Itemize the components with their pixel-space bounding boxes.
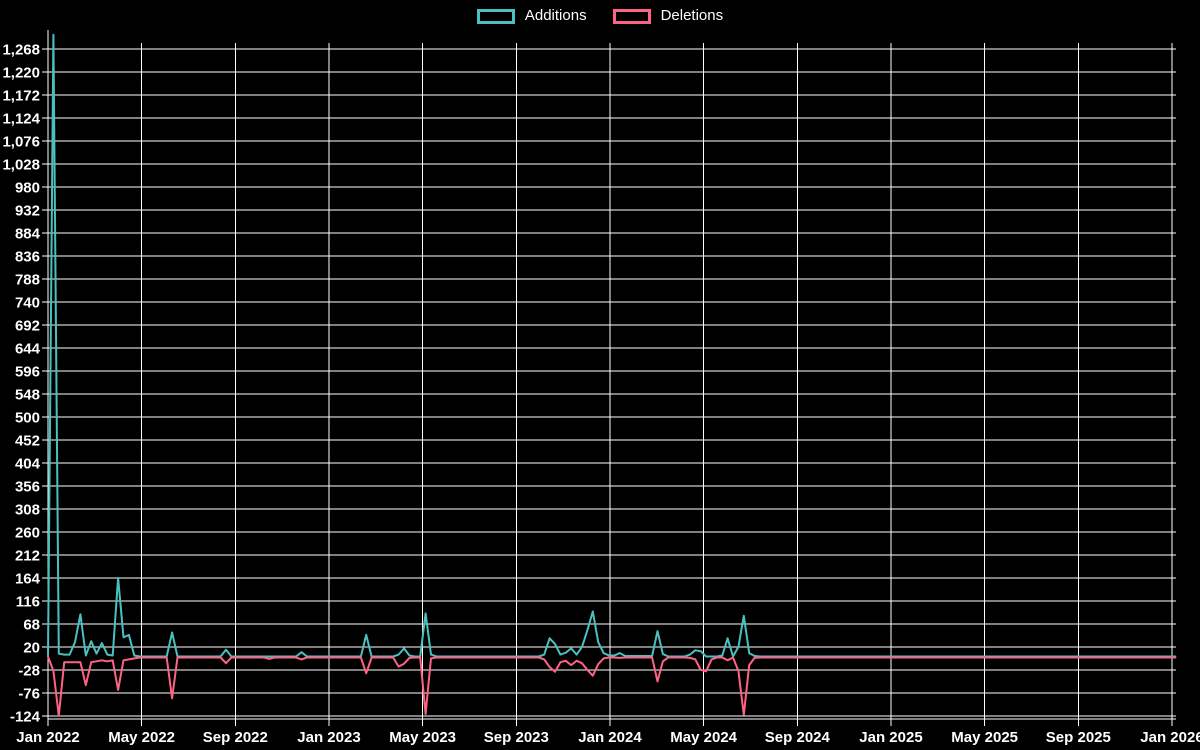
- y-tick-label: 68: [23, 616, 40, 633]
- deletions-line-series: [47, 655, 1177, 717]
- x-tick-label: May 2025: [951, 729, 1018, 746]
- deletions-swatch-icon: [612, 8, 651, 24]
- y-tick-label: 500: [15, 410, 40, 427]
- y-tick-label: 212: [15, 547, 40, 564]
- additions-swatch-icon: [476, 8, 515, 24]
- x-tick-label: Jan 2023: [297, 729, 360, 746]
- x-tick-label: Jan 2026: [1140, 729, 1200, 746]
- x-tick-label: Sep 2024: [765, 729, 831, 746]
- x-tick-label: Sep 2025: [1046, 729, 1111, 746]
- y-tick-label: 644: [15, 341, 41, 358]
- y-tick-label: 260: [15, 524, 40, 541]
- y-tick-label: 980: [15, 180, 40, 197]
- x-tick-label: May 2023: [389, 729, 456, 746]
- additions-legend-label: Additions: [524, 7, 587, 24]
- y-tick-label: 1,268: [2, 42, 40, 59]
- y-tick-label: 1,076: [2, 134, 40, 151]
- y-tick-label: 404: [15, 455, 41, 472]
- y-tick-label: 548: [15, 387, 40, 404]
- x-tick-label: Sep 2023: [484, 729, 549, 746]
- legend-item-deletions[interactable]: Deletions: [612, 6, 724, 26]
- x-tick-label: May 2022: [108, 729, 175, 746]
- y-tick-label: 116: [16, 593, 40, 610]
- y-tick-label: 164: [15, 570, 41, 587]
- gridlines: [42, 43, 1176, 726]
- y-tick-label: 692: [15, 318, 40, 335]
- y-tick-label: 1,124: [2, 111, 40, 128]
- y-tick-label: 596: [15, 364, 40, 381]
- y-tick-label: 356: [15, 478, 40, 495]
- x-tick-label: May 2024: [670, 729, 737, 746]
- y-tick-label: 740: [15, 295, 40, 312]
- legend-item-additions[interactable]: Additions: [476, 6, 587, 26]
- y-tick-label: 788: [15, 272, 40, 289]
- y-tick-label: 452: [15, 432, 40, 449]
- y-tick-label: 1,028: [2, 157, 40, 174]
- y-tick-label: 932: [15, 203, 40, 220]
- x-tick-label: Sep 2022: [203, 729, 268, 746]
- y-tick-label: 1,220: [2, 65, 40, 82]
- y-tick-label: -124: [10, 708, 41, 725]
- axis-labels: 1,268 1,220 1,172 1,124 1,076 1,028 980 932 884 8…: [2, 42, 1200, 746]
- y-tick-label: 20: [23, 639, 40, 656]
- y-tick-label: -76: [18, 685, 40, 702]
- y-tick-label: -28: [18, 662, 40, 679]
- y-tick-label: 308: [15, 501, 40, 518]
- x-tick-label: Jan 2022: [16, 729, 79, 746]
- y-tick-label: 1,172: [2, 88, 40, 105]
- additions-line-series: [47, 33, 1177, 658]
- x-tick-label: Jan 2024: [578, 729, 642, 746]
- x-tick-label: Jan 2025: [859, 729, 922, 746]
- y-tick-label: 836: [15, 249, 40, 266]
- y-tick-label: 884: [15, 226, 41, 243]
- deletions-legend-label: Deletions: [660, 7, 724, 24]
- chart-legend: Additions Deletions: [0, 6, 1200, 26]
